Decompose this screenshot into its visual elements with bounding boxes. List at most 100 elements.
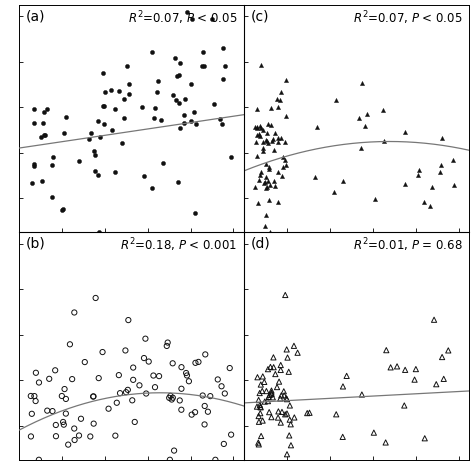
Point [256, 389, 264, 397]
Point [255, 439, 262, 447]
Point [285, 432, 293, 439]
Point [382, 438, 390, 446]
Point [277, 419, 284, 427]
Point [27, 433, 35, 440]
Point [267, 363, 274, 371]
Point [128, 397, 136, 404]
Point [100, 102, 107, 109]
Point [204, 408, 212, 416]
Point [282, 138, 289, 146]
Text: (a): (a) [26, 9, 45, 23]
Point [219, 44, 227, 52]
Point [155, 373, 163, 380]
Point [216, 115, 224, 123]
Point [438, 353, 446, 361]
Point [118, 139, 126, 146]
Point [125, 90, 133, 98]
Point [290, 342, 298, 350]
Point [257, 403, 264, 411]
Point [171, 54, 179, 61]
Point [283, 394, 290, 402]
Point [185, 377, 193, 385]
Point [432, 381, 440, 388]
Point [364, 110, 371, 118]
Point [211, 456, 219, 464]
Point [91, 167, 99, 175]
Point [168, 396, 175, 403]
Point [264, 365, 272, 373]
Point [150, 372, 157, 379]
Point [379, 106, 387, 113]
Point [48, 162, 55, 169]
Point [201, 351, 209, 358]
Text: $R^{2}$=0.01, $P$ = 0.68: $R^{2}$=0.01, $P$ = 0.68 [353, 237, 463, 255]
Point [214, 376, 221, 383]
Point [142, 335, 149, 343]
Point [450, 182, 457, 189]
Point [27, 392, 35, 400]
Point [274, 408, 282, 415]
Point [201, 62, 208, 69]
Point [159, 159, 166, 167]
Point [138, 103, 146, 111]
Point [140, 172, 148, 180]
Point [91, 147, 98, 155]
Point [287, 420, 294, 428]
Point [265, 196, 273, 204]
Point [253, 131, 261, 138]
Point [111, 105, 119, 112]
Point [208, 16, 216, 23]
Point [61, 385, 68, 393]
Point [178, 385, 185, 392]
Point [28, 410, 36, 418]
Point [339, 177, 347, 185]
Point [191, 409, 199, 416]
Point [257, 381, 264, 388]
Point [255, 440, 263, 448]
Point [62, 410, 70, 418]
Point [445, 346, 452, 354]
Point [182, 369, 190, 377]
Point [227, 153, 235, 161]
Point [285, 368, 292, 375]
Point [383, 346, 390, 354]
Point [219, 75, 227, 82]
Point [387, 364, 394, 371]
Point [282, 410, 289, 418]
Text: $R^{2}$=0.07, $P$ < 0.05: $R^{2}$=0.07, $P$ < 0.05 [353, 9, 463, 27]
Point [120, 114, 128, 121]
Point [284, 354, 292, 361]
Point [277, 88, 285, 96]
Point [59, 418, 67, 426]
Point [75, 432, 83, 439]
Point [66, 340, 74, 348]
Point [71, 309, 78, 316]
Point [220, 440, 228, 448]
Point [283, 395, 291, 403]
Point [111, 168, 119, 176]
Point [91, 151, 99, 158]
Point [339, 433, 346, 441]
Point [265, 163, 273, 171]
Point [51, 366, 59, 374]
Point [277, 392, 285, 399]
Point [125, 80, 132, 88]
Point [129, 376, 137, 383]
Point [129, 364, 137, 371]
Point [228, 431, 235, 438]
Point [267, 121, 274, 129]
Point [264, 137, 271, 145]
Point [273, 95, 281, 102]
Point [306, 409, 313, 417]
Point [255, 176, 263, 183]
Point [356, 114, 363, 122]
Point [199, 392, 207, 399]
Point [253, 152, 260, 160]
Point [291, 414, 298, 421]
Point [264, 183, 271, 191]
Point [60, 129, 68, 137]
Point [272, 370, 279, 378]
Point [221, 62, 228, 70]
Point [274, 135, 282, 142]
Point [191, 210, 199, 217]
